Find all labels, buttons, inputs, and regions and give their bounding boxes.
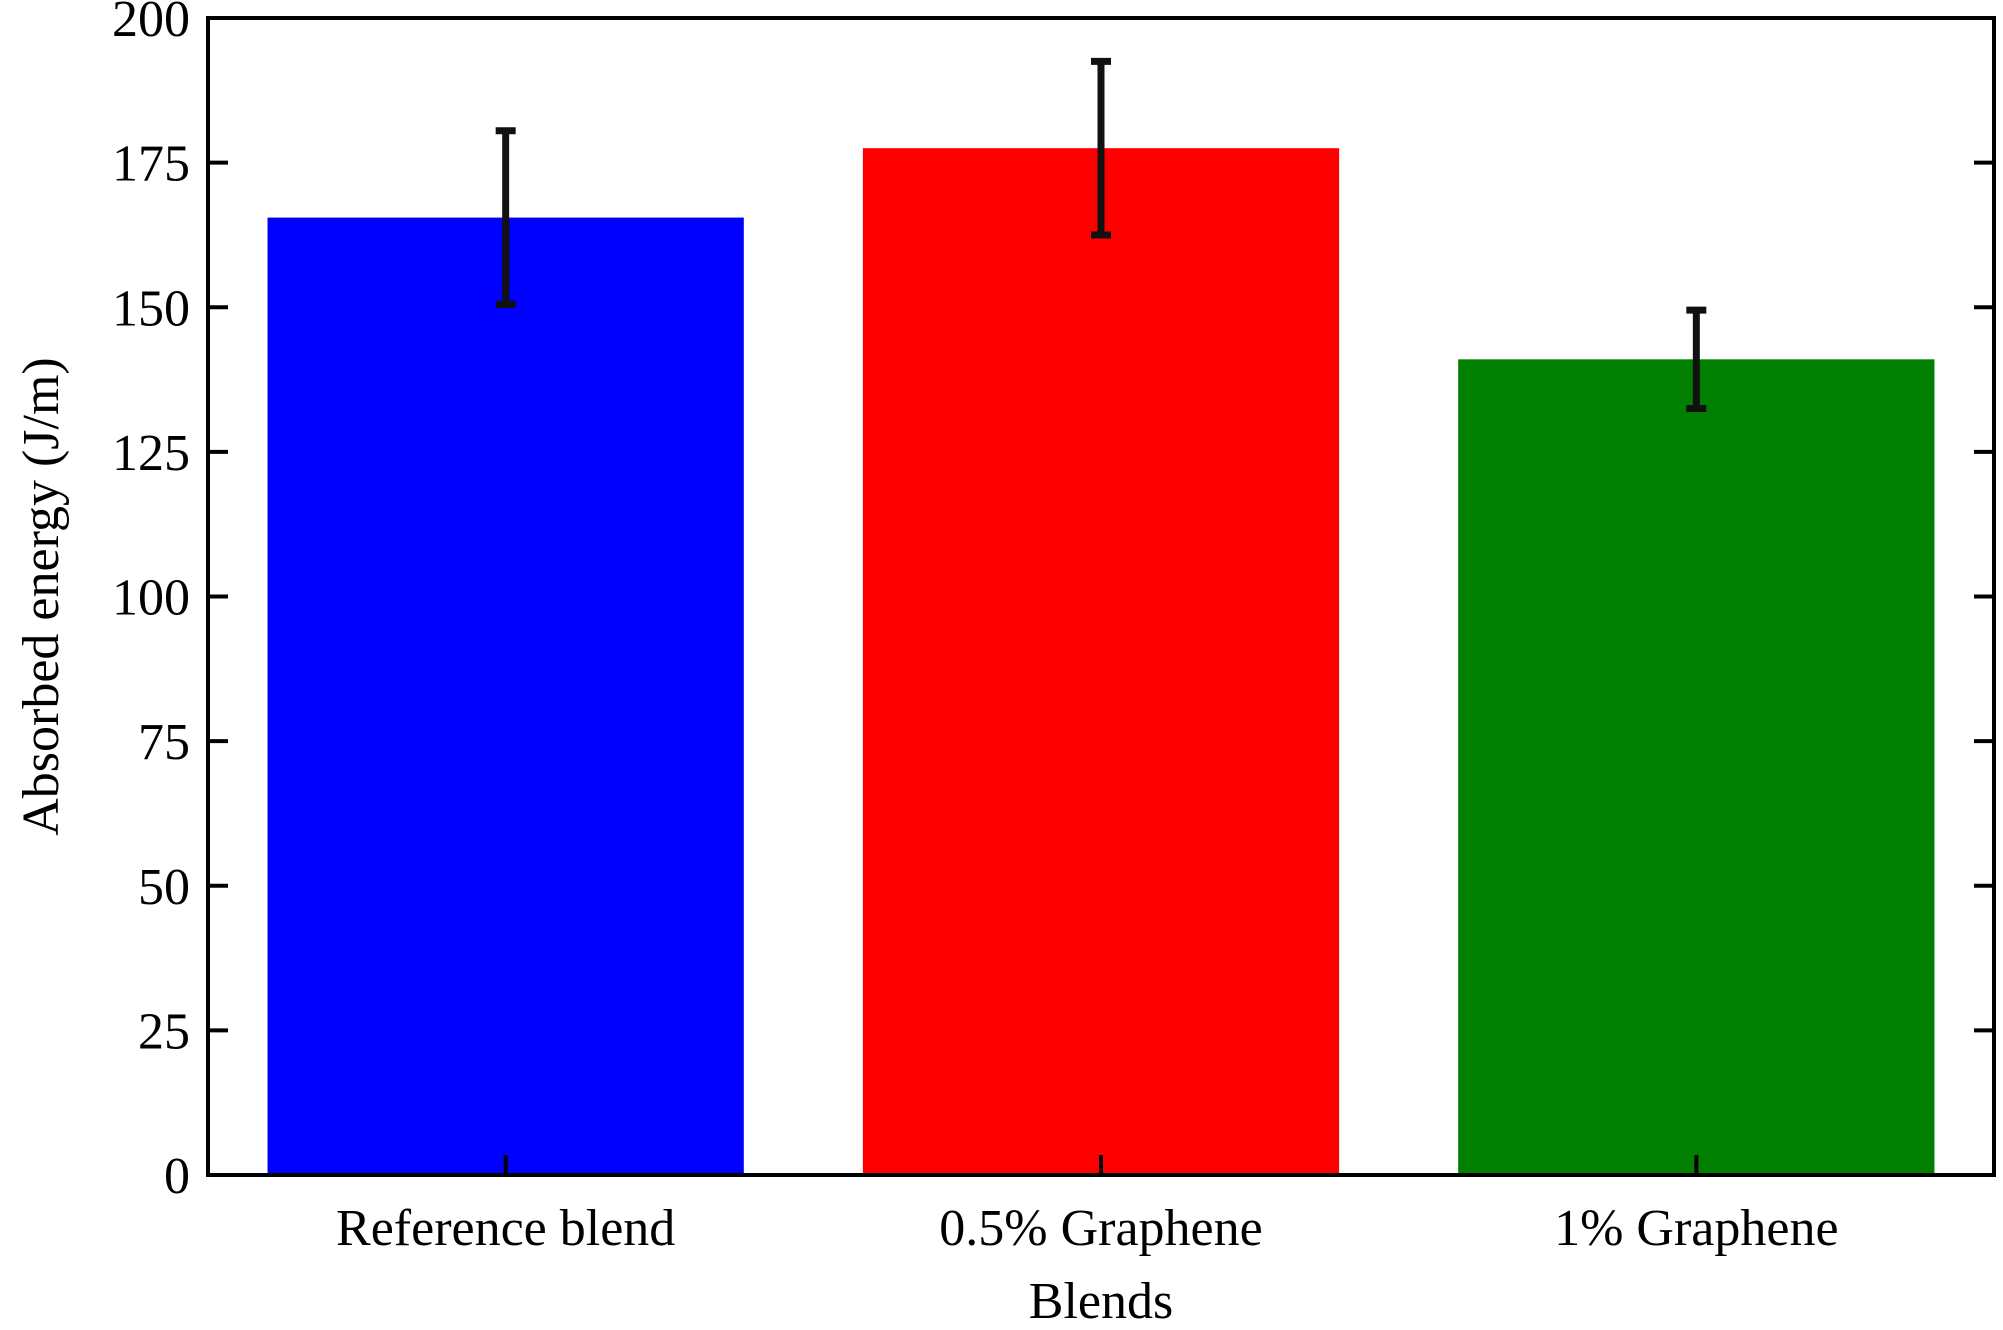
- x-tick-label: 0.5% Graphene: [939, 1200, 1262, 1257]
- y-tick-label: 100: [112, 570, 190, 627]
- bar: [1458, 359, 1935, 1175]
- y-tick-label: 150: [112, 280, 190, 337]
- y-tick-label: 50: [138, 859, 190, 916]
- x-axis-label: Blends: [1029, 1273, 1173, 1330]
- y-tick-label: 0: [164, 1148, 190, 1205]
- y-tick-label: 125: [112, 425, 190, 482]
- y-tick-label: 200: [112, 0, 190, 48]
- bar: [267, 217, 744, 1175]
- y-tick-label: 75: [138, 714, 190, 771]
- bars-layer: [267, 148, 1935, 1176]
- x-tick-label: Reference blend: [336, 1200, 675, 1257]
- y-axis-label: Absorbed energy (J/m): [13, 357, 70, 836]
- x-axis-ticks: Reference blend 0.5% Graphene 1% Graphene: [336, 1155, 1839, 1257]
- bar: [862, 148, 1340, 1176]
- y-tick-label: 175: [112, 136, 190, 193]
- y-tick-label: 25: [138, 1003, 190, 1060]
- x-tick-label: 1% Graphene: [1554, 1200, 1838, 1257]
- error-bars-layer: [495, 57, 1707, 412]
- y-axis-ticks: 0 25 50 75 100 125 150 175 200: [112, 0, 1994, 1205]
